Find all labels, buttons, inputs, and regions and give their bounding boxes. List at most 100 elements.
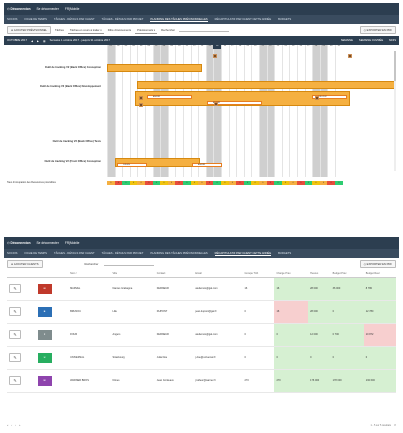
occupancy-cell: 0	[319, 181, 328, 185]
day-column	[190, 45, 199, 177]
subtask[interactable]: JULIEN	[117, 163, 147, 167]
edit-pencil-icon[interactable]: ✎	[9, 330, 21, 339]
view-workweek[interactable]: SEMAINE OUVRÉE	[358, 39, 384, 42]
nav-item[interactable]: SOCIOS	[7, 18, 18, 21]
client-contact: Julia Doe	[154, 346, 194, 370]
add-client-button[interactable]: ⊕ AJOUTER CLIENTS	[7, 259, 43, 269]
client-charge: 0	[274, 346, 309, 370]
nav-item[interactable]: TÂCHES - DÉTAILS PAR PROJET	[101, 252, 144, 255]
export-pdf-button[interactable]: ⎙ EXPORTER EN PDF	[359, 26, 396, 34]
nav-item[interactable]: FICHE DE TEMPS	[24, 252, 47, 255]
subtask[interactable]: LUDOVIC	[312, 95, 347, 99]
calendar-icon[interactable]: ▦	[43, 39, 46, 43]
column-header[interactable]: Nom ↑	[68, 270, 111, 278]
client-name[interactable]: WARNER BROS	[68, 369, 111, 393]
table-row[interactable]: ✎ M MARVEL Nantes Grabagna FERNEUR ateliernos…	[7, 277, 396, 301]
client-email[interactable]: j.lafleur@warner.fr	[193, 369, 243, 393]
tasks-filter-select[interactable]: Tâches en cours à traiter	[67, 27, 104, 34]
last-page-icon[interactable]: »	[18, 423, 21, 427]
client-budget: 178 000	[330, 369, 364, 393]
search-input[interactable]	[104, 262, 155, 266]
next-page-icon[interactable]: ›	[15, 423, 16, 427]
day-column	[221, 45, 229, 177]
client-name[interactable]: FOUR	[68, 323, 111, 347]
prev-page-icon[interactable]: ‹	[11, 423, 13, 427]
edit-pencil-icon[interactable]: ✎	[9, 307, 21, 316]
day-header: 31	[337, 45, 341, 47]
client-email[interactable]: ateliernos@gal.com	[193, 323, 243, 347]
nav-item[interactable]: BUDGETS	[278, 252, 292, 255]
signout-link[interactable]: Se déconnecter	[36, 241, 59, 245]
client-hours: 0	[308, 346, 331, 370]
logout-link[interactable]: ⏻ Déconnexion	[7, 7, 31, 11]
column-header[interactable]: Contact	[154, 270, 194, 278]
table-row[interactable]: ✎ W WARNER BROS Nimes Jean Cordeaux j.lafleur…	[7, 369, 396, 393]
nav-item[interactable]: BUDGETS	[278, 18, 292, 21]
export-pdf-button[interactable]: ⎙ EXPORTER EN PDF	[359, 260, 396, 268]
first-page-icon[interactable]: «	[7, 423, 9, 427]
next-icon[interactable]: ▶	[37, 39, 40, 43]
column-header[interactable]	[35, 270, 69, 278]
subtask[interactable]: ANDRÉ	[192, 163, 222, 167]
client-name[interactable]: BRUNOU	[68, 300, 111, 324]
column-header[interactable]: Charge Prév.	[274, 270, 309, 278]
column-header[interactable]: Email	[193, 270, 243, 278]
task-bar[interactable]	[135, 91, 350, 106]
view-month[interactable]: MOIS	[389, 39, 396, 42]
subtask[interactable]: ANDRÉ	[147, 95, 192, 99]
task-bar[interactable]	[115, 158, 200, 167]
table-row[interactable]: ✎ U UNIVERSAL Strasbourg Julia Doe j.doe@univ…	[7, 346, 396, 370]
edit-cell: ✎	[7, 369, 36, 393]
nav-item[interactable]: SOCIOS	[7, 252, 18, 255]
nav-item-active[interactable]: RÉCAPITULATIF PAR CLIENT CETTE ANNÉE	[214, 251, 272, 256]
nav-item[interactable]: PLANNING DES TÂCHES PRÉVISIONNELLES	[150, 252, 208, 255]
column-header[interactable]: Budget Prév.	[330, 270, 364, 278]
day-header: 22	[269, 45, 272, 47]
nav-item[interactable]: TÂCHES - DÉTAILS PAR CLIENT	[53, 252, 95, 255]
main-nav: SOCIOS FICHE DE TEMPS TÂCHES - DÉTAILS P…	[4, 249, 399, 258]
occupancy-cell: 0	[183, 181, 191, 185]
nav-item[interactable]: TÂCHES - DÉTAILS PAR PROJET	[101, 18, 144, 21]
day-header: 23	[276, 45, 280, 47]
client-email[interactable]: j.doe@universal.fr	[193, 346, 243, 370]
client-name[interactable]: MARVEL	[68, 277, 111, 301]
prev-icon[interactable]: ◀	[30, 39, 34, 43]
edit-pencil-icon[interactable]: ✎	[9, 376, 21, 385]
avatar	[139, 96, 143, 100]
column-header[interactable]: Heures	[308, 270, 331, 278]
mobile-link[interactable]: FR|Mobile	[64, 7, 80, 11]
edit-pencil-icon[interactable]: ✎	[9, 353, 21, 362]
column-header[interactable]: Budget Réel	[363, 270, 396, 278]
top-bar: ⏻ Déconnexion Se déconnecter FR|Mobile	[4, 237, 399, 249]
client-name[interactable]: UNIVERSAL	[68, 346, 111, 370]
view-week[interactable]: SEMAINE	[340, 39, 353, 42]
task-bar[interactable]	[107, 64, 202, 72]
event-filter-select[interactable]: Prévisionnels	[135, 27, 158, 34]
column-header[interactable]: Ville	[110, 270, 155, 278]
mobile-link[interactable]: FR|Mobile	[64, 241, 80, 245]
table-row[interactable]: ✎ F FOUR Angers FERNEUR ateliernos@gal.com 0 0 1…	[7, 323, 396, 347]
nav-item[interactable]: RÉCAPITULATIF PAR CLIENT CETTE ANNÉE	[214, 18, 272, 21]
nav-item-active[interactable]: PLANNING DES TÂCHES PRÉVISIONNELLES	[150, 17, 208, 22]
client-email[interactable]: jean.dupont@gal.fr	[193, 300, 243, 324]
client-real: 8 780	[363, 277, 396, 301]
client-email[interactable]: ateliernos@gal.com	[193, 277, 243, 301]
gantt-scrollbar[interactable]	[394, 51, 396, 171]
refresh-icon[interactable]: ⟳	[393, 423, 396, 427]
column-header[interactable]	[7, 270, 36, 278]
logout-link[interactable]: ⏻ Déconnexion	[7, 241, 31, 245]
table-row[interactable]: ✎ B BRUNOU Lille DUPONT jean.dupont@gal.fr 0 16…	[7, 300, 396, 324]
add-forecast-button[interactable]: ⊕ AJOUTER PRÉVISIONNEL	[7, 25, 52, 35]
edit-pencil-icon[interactable]: ✎	[9, 284, 21, 293]
day-header: 28	[314, 45, 318, 47]
task-bar[interactable]	[137, 81, 395, 89]
search-input[interactable]	[179, 28, 230, 32]
nav-item[interactable]: TÂCHES - DÉTAILS PAR CLIENT	[53, 18, 95, 21]
nav-item[interactable]: FICHE DE TEMPS	[24, 18, 47, 21]
avatar	[348, 54, 352, 58]
row-label: Outil de tracking V2 (Back Office) Dével…	[39, 85, 101, 88]
client-city: Nantes Grabagna	[110, 277, 155, 301]
column-header[interactable]: Groupe TVA	[242, 270, 275, 278]
signout-link[interactable]: Se déconnecter	[36, 7, 59, 11]
occupancy-cell: 0	[190, 181, 199, 185]
